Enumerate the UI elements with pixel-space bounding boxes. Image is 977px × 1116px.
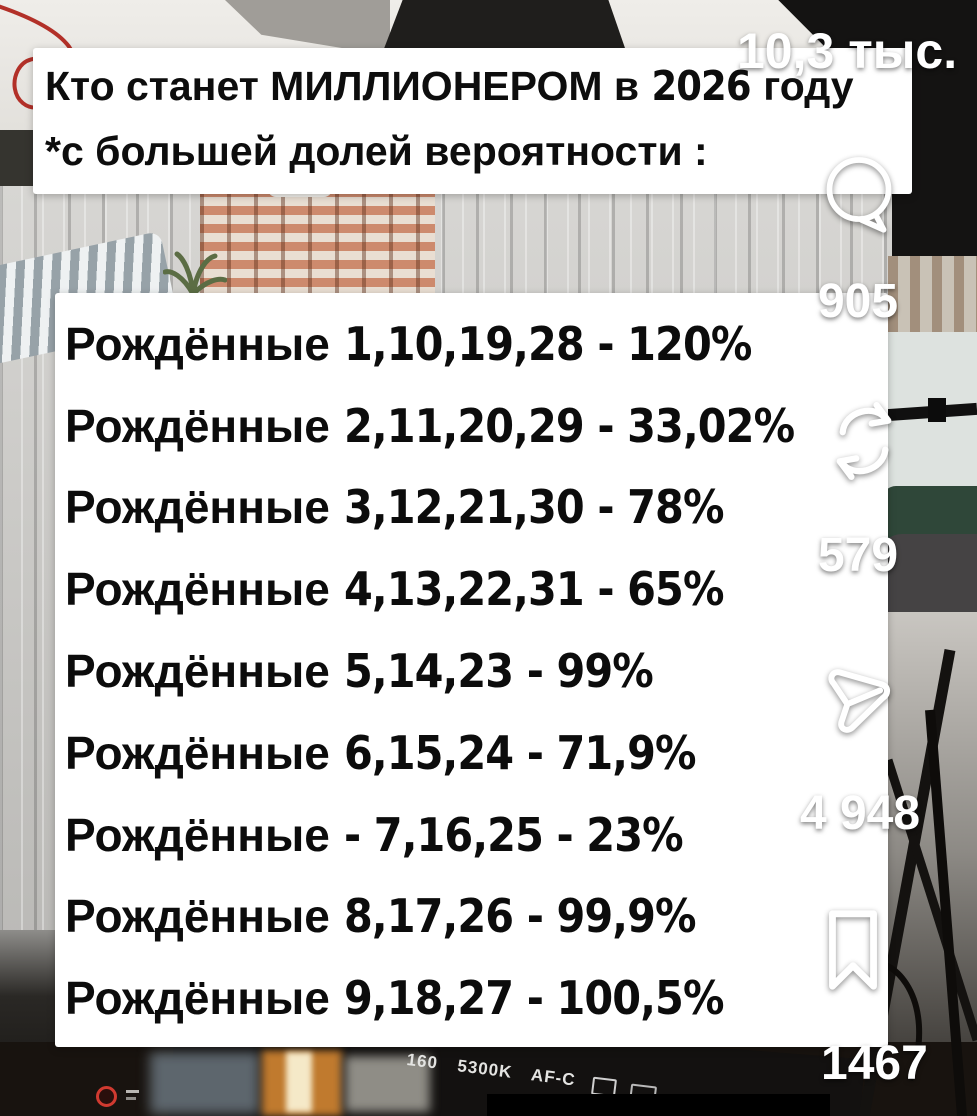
row-value: 1,10,19,28 - 120% xyxy=(343,316,752,371)
list-row-1: Рождённые 1,10,19,28 - 120% xyxy=(55,303,888,385)
list-row-2: Рождённые 2,11,20,29 - 33,02% xyxy=(55,385,888,467)
row-value: 2,11,20,29 - 33,02% xyxy=(343,398,795,453)
row-label: Рождённые xyxy=(65,726,330,779)
monitor-glow-bright xyxy=(286,1052,312,1112)
saves-count[interactable]: 1467 xyxy=(821,1037,928,1090)
list-row-3: Рождённые 3,12,21,30 - 78% xyxy=(55,467,888,549)
bookmark-icon[interactable] xyxy=(820,906,886,994)
list-row-6: Рождённые 6,15,24 - 71,9% xyxy=(55,712,888,794)
monitor-glow xyxy=(150,1052,260,1114)
row-value: 6,15,24 - 71,9% xyxy=(343,725,697,780)
title-line-1: Кто станет МИЛЛИОНЕРОМ в 2026 году xyxy=(45,62,854,110)
row-label: Рождённые xyxy=(65,563,330,616)
row-value: 8,17,26 - 99,9% xyxy=(343,889,697,944)
row-value: 5,14,23 - 99% xyxy=(343,644,654,699)
list-row-8: Рождённые 8,17,26 - 99,9% xyxy=(55,875,888,957)
comment-icon[interactable] xyxy=(818,150,900,234)
row-label: Рождённые xyxy=(65,645,330,698)
monitor-label-dash xyxy=(126,1097,136,1100)
list-row-5: Рождённые 5,14,23 - 99% xyxy=(55,630,888,712)
row-label: Рождённые xyxy=(65,481,330,534)
plaid-curtain xyxy=(200,188,435,298)
row-value: 4,13,22,31 - 65% xyxy=(343,562,724,617)
likes-count[interactable]: 10,3 тыс. xyxy=(737,23,958,79)
reposts-count[interactable]: 579 xyxy=(817,529,899,582)
row-value: - 7,16,25 - 23% xyxy=(343,807,684,862)
probability-list-card: Рождённые 1,10,19,28 - 120% Рождённые 2,… xyxy=(55,293,888,1047)
share-icon[interactable] xyxy=(812,656,900,742)
title-text-pre: Кто станет МИЛЛИОНЕРОМ в xyxy=(45,63,640,109)
monitor-glow-grey xyxy=(345,1056,430,1112)
caption-bar xyxy=(487,1094,830,1116)
list-row-7: Рождённые - 7,16,25 - 23% xyxy=(55,794,888,876)
row-value: 9,18,27 - 100,5% xyxy=(343,971,724,1026)
title-year: 2026 xyxy=(651,62,752,110)
plant xyxy=(163,251,227,296)
row-label: Рождённые xyxy=(65,317,330,370)
shares-count[interactable]: 4 948 xyxy=(799,787,921,840)
list-row-4: Рождённые 4,13,22,31 - 65% xyxy=(55,548,888,630)
row-label: Рождённые xyxy=(65,890,330,943)
grey-armchair xyxy=(880,534,977,614)
tan-curtain-right xyxy=(888,256,977,336)
row-value: 3,12,21,30 - 78% xyxy=(343,480,724,535)
row-label: Рождённые xyxy=(65,399,330,452)
title-line-2: *с большей долей вероятности : xyxy=(45,128,708,174)
row-label: Рождённые xyxy=(65,808,330,861)
mic-boom-joint xyxy=(928,398,946,422)
monitor-label-dash xyxy=(126,1090,139,1093)
title-text-post: году xyxy=(763,63,854,109)
row-label: Рождённые xyxy=(65,972,330,1025)
repost-icon[interactable] xyxy=(833,393,895,487)
list-row-9: Рождённые 9,18,27 - 100,5% xyxy=(55,957,888,1039)
title-card: Кто станет МИЛЛИОНЕРОМ в 2026 году *с боль… xyxy=(33,48,912,194)
record-indicator-icon xyxy=(96,1086,117,1107)
comments-count[interactable]: 905 xyxy=(817,275,899,328)
